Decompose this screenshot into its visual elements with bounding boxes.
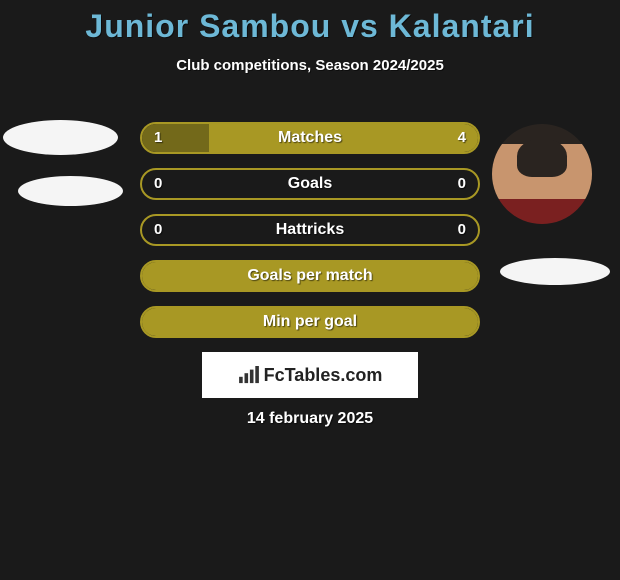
- stats-bars: Matches14Goals00Hattricks00Goals per mat…: [140, 122, 480, 352]
- stat-label: Matches: [142, 124, 478, 152]
- fctables-logo[interactable]: FcTables.com: [202, 352, 418, 398]
- date-label: 14 february 2025: [0, 410, 620, 428]
- stat-bar: Matches1 4: [140, 122, 480, 154]
- stat-left-value: 0: [154, 170, 162, 198]
- stat-bar: Goals0 0: [140, 168, 480, 200]
- stat-right-value: 0: [458, 216, 466, 244]
- stat-label: Goals per match: [142, 262, 478, 290]
- player-right-avatar: [492, 124, 592, 224]
- page-title: Junior Sambou vs Kalantari: [0, 0, 620, 45]
- player-left-avatar: [3, 120, 118, 155]
- stat-right-value: 0: [458, 170, 466, 198]
- stat-right-value: 4: [458, 124, 466, 152]
- stat-label: Min per goal: [142, 308, 478, 336]
- stat-bar: Hattricks0 0: [140, 214, 480, 246]
- stat-label: Hattricks: [142, 216, 478, 244]
- stat-bar: Goals per match: [140, 260, 480, 292]
- player-left-avatar-lower: [18, 176, 123, 206]
- logo-text: FcTables.com: [264, 365, 383, 386]
- player-right-avatar-lower: [500, 258, 610, 285]
- stat-bar: Min per goal: [140, 306, 480, 338]
- stat-left-value: 0: [154, 216, 162, 244]
- barchart-icon: [238, 366, 260, 384]
- subtitle: Club competitions, Season 2024/2025: [0, 57, 620, 74]
- stat-left-value: 1: [154, 124, 162, 152]
- stat-label: Goals: [142, 170, 478, 198]
